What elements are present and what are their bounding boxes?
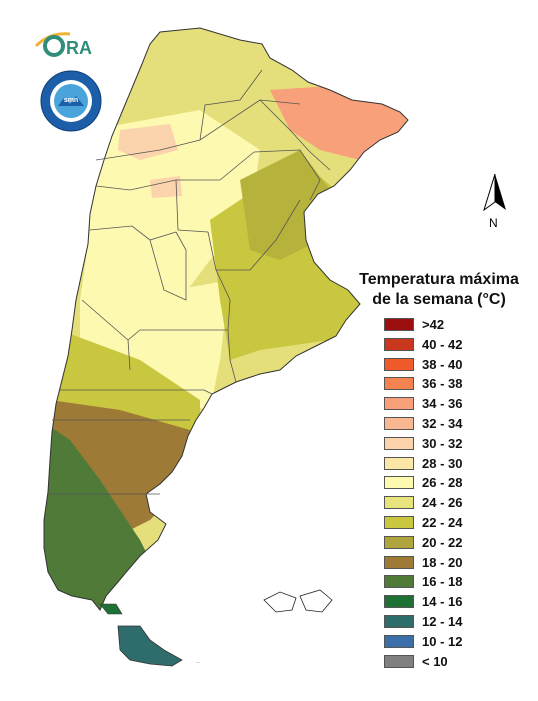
legend-swatch	[384, 357, 414, 371]
legend-swatch	[384, 476, 414, 490]
legend-label: 12 - 14	[422, 613, 463, 629]
legend-label: 40 - 42	[422, 336, 463, 352]
bottom-mark: ··	[196, 660, 200, 666]
north-label: N	[489, 216, 498, 230]
zone-hot-patch-2	[150, 176, 182, 198]
legend-swatch	[384, 575, 414, 589]
legend-swatch	[384, 535, 414, 549]
malvinas-islands	[263, 589, 333, 613]
svg-text:RA: RA	[66, 38, 92, 58]
province-borders	[48, 69, 331, 495]
legend-label: 20 - 22	[422, 534, 463, 550]
zone-green	[44, 420, 150, 610]
zone-hot-northeast	[270, 86, 408, 160]
north-arrow-icon	[483, 173, 506, 212]
legend-swatch	[384, 456, 414, 470]
legend-title-line1: Temperatura máxima	[359, 271, 519, 288]
legend-label: 34 - 36	[422, 396, 463, 412]
legend-swatch	[384, 397, 414, 411]
legend-label: 36 - 38	[422, 376, 463, 392]
tierra-del-fuego	[117, 625, 183, 667]
legend-label: 14 - 16	[422, 594, 463, 610]
legend-swatch	[384, 515, 414, 529]
legend-label: 22 - 24	[422, 514, 463, 530]
legend-swatch	[384, 318, 414, 331]
legend-swatch	[384, 614, 414, 628]
country-border	[43, 27, 409, 611]
legend-swatch	[384, 654, 414, 668]
southern-strait-tip	[99, 603, 123, 615]
svg-text:smn: smn	[64, 97, 78, 104]
legend-label: >42	[422, 317, 445, 332]
legend-swatch	[384, 496, 414, 510]
legend-label: 24 - 26	[422, 495, 463, 511]
legend-swatch	[384, 337, 414, 351]
legend-label: 38 - 40	[422, 356, 463, 372]
legend-label: 18 - 20	[422, 554, 463, 570]
legend-label: < 10	[422, 653, 448, 669]
legend-swatch	[384, 555, 414, 569]
ora-logo: RA	[34, 32, 92, 58]
legend-title: Temperatura máxima de la semana (°C)	[344, 270, 534, 310]
smn-seal: smn	[40, 70, 102, 132]
legend-swatch	[384, 377, 414, 391]
legend-title-line2: de la semana (°C)	[372, 291, 506, 308]
legend-label: 28 - 30	[422, 455, 463, 471]
legend-label: 10 - 12	[422, 633, 463, 649]
legend-label: 30 - 32	[422, 435, 463, 451]
legend-swatch	[384, 436, 414, 450]
legend-swatch	[384, 416, 414, 430]
legend-swatch	[384, 634, 414, 648]
legend-label: 16 - 18	[422, 574, 463, 590]
zone-hot-patch-1	[118, 124, 178, 160]
legend-label: 26 - 28	[422, 475, 463, 491]
legend-label: 32 - 34	[422, 415, 463, 431]
legend-swatch	[384, 595, 414, 609]
